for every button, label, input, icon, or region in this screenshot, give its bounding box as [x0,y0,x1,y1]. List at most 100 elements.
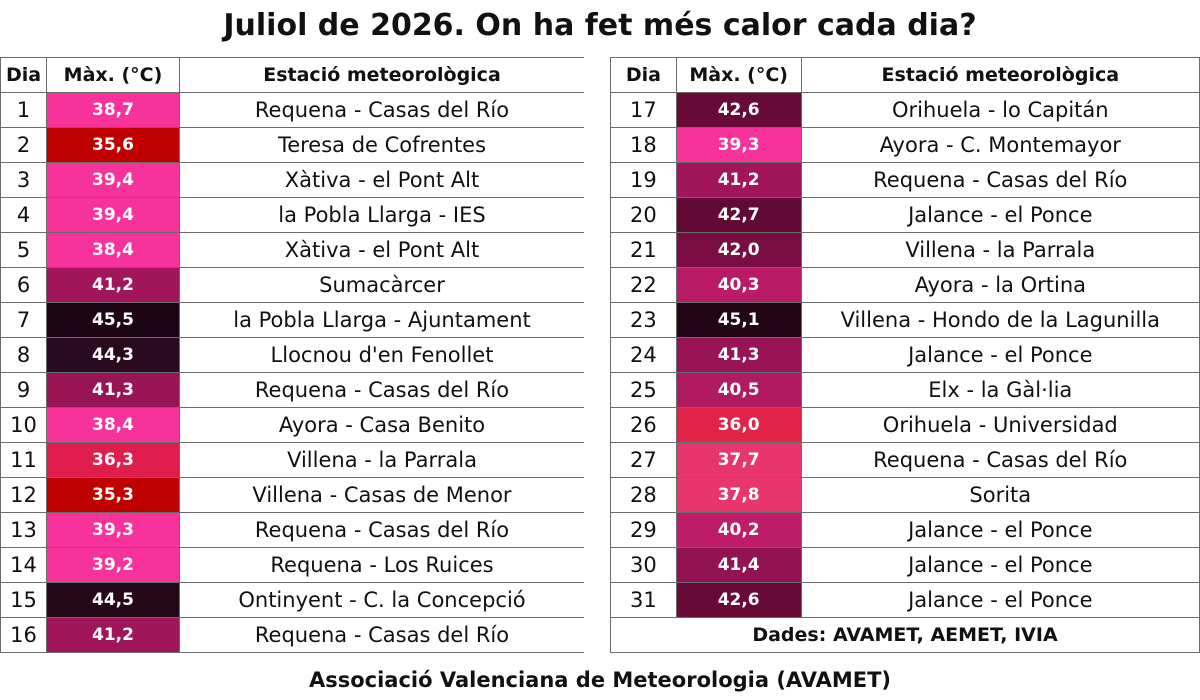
table-row: 2 35,6 Teresa de Cofrentes [0,127,585,163]
station-cell: la Pobla Llarga - Ajuntament [179,302,585,338]
table-row: 1 38,7 Requena - Casas del Río [0,92,585,128]
station-cell: Elx - la Gàl·lia [800,372,1200,408]
max-temp-cell: 44,3 [46,337,180,373]
day-cell: 22 [610,267,677,303]
day-cell: 6 [0,267,47,303]
day-cell: 28 [610,477,677,513]
day-cell: 20 [610,197,677,233]
station-cell: Jalance - el Ponce [800,512,1200,548]
station-cell: Teresa de Cofrentes [179,127,585,163]
header-day: Dia [0,57,47,93]
max-temp-cell: 42,6 [675,582,802,618]
max-temp-cell: 39,2 [46,547,180,583]
station-cell: Requena - Casas del Río [800,162,1200,198]
table-row: 28 37,8 Sorita [610,477,1200,513]
table-row: 23 45,1 Villena - Hondo de la Lagunilla [610,302,1200,338]
max-temp-cell: 36,0 [675,407,802,443]
max-temp-cell: 38,4 [46,232,180,268]
max-temp-cell: 41,2 [46,267,180,303]
station-cell: Xàtiva - el Pont Alt [179,162,585,198]
table-row: 11 36,3 Villena - la Parrala [0,442,585,478]
day-cell: 30 [610,547,677,583]
max-temp-cell: 40,3 [675,267,802,303]
day-cell: 11 [0,442,47,478]
header-station: Estació meteorològica [800,57,1200,93]
table-header-row: Dia Màx. (°C) Estació meteorològica [610,57,1200,93]
day-cell: 25 [610,372,677,408]
day-cell: 15 [0,582,47,618]
table-row: 15 44,5 Ontinyent - C. la Concepció [0,582,585,618]
max-temp-cell: 41,2 [46,617,180,653]
table-row: 30 41,4 Jalance - el Ponce [610,547,1200,583]
max-temp-cell: 35,6 [46,127,180,163]
table-row: 6 41,2 Sumacàrcer [0,267,585,303]
max-temp-cell: 42,6 [675,92,802,128]
max-temp-cell: 45,5 [46,302,180,338]
day-cell: 2 [0,127,47,163]
day-cell: 14 [0,547,47,583]
day-cell: 9 [0,372,47,408]
max-temp-cell: 35,3 [46,477,180,513]
table-row: 10 38,4 Ayora - Casa Benito [0,407,585,443]
header-station: Estació meteorològica [179,57,585,93]
station-cell: Llocnou d'en Fenollet [179,337,585,373]
max-temp-cell: 38,4 [46,407,180,443]
sources-note: Dades: AVAMET, AEMET, IVIA [610,617,1200,653]
max-temp-cell: 45,1 [675,302,802,338]
station-cell: Villena - Hondo de la Lagunilla [800,302,1200,338]
table-row: 29 40,2 Jalance - el Ponce [610,512,1200,548]
max-temp-cell: 44,5 [46,582,180,618]
day-cell: 23 [610,302,677,338]
table-row: 26 36,0 Orihuela - Universidad [610,407,1200,443]
station-cell: Requena - Casas del Río [179,512,585,548]
table-row: 4 39,4 la Pobla Llarga - IES [0,197,585,233]
day-cell: 19 [610,162,677,198]
day-cell: 10 [0,407,47,443]
station-cell: Jalance - el Ponce [800,547,1200,583]
max-temp-cell: 42,7 [675,197,802,233]
station-cell: Requena - Casas del Río [800,442,1200,478]
max-temp-cell: 39,4 [46,162,180,198]
day-cell: 5 [0,232,47,268]
station-cell: Villena - Casas de Menor [179,477,585,513]
max-temp-cell: 36,3 [46,442,180,478]
station-cell: Ayora - Casa Benito [179,407,585,443]
max-temp-cell: 41,3 [46,372,180,408]
station-cell: Villena - la Parrala [179,442,585,478]
station-cell: Xàtiva - el Pont Alt [179,232,585,268]
station-cell: Ayora - C. Montemayor [800,127,1200,163]
max-temp-cell: 41,4 [675,547,802,583]
table-row: 8 44,3 Llocnou d'en Fenollet [0,337,585,373]
table-row: 13 39,3 Requena - Casas del Río [0,512,585,548]
station-cell: Villena - la Parrala [800,232,1200,268]
station-cell: Sorita [800,477,1200,513]
station-cell: Ayora - la Ortina [800,267,1200,303]
table-row: 22 40,3 Ayora - la Ortina [610,267,1200,303]
table-row: 17 42,6 Orihuela - lo Capitán [610,92,1200,128]
station-cell: Jalance - el Ponce [800,337,1200,373]
station-cell: Orihuela - lo Capitán [800,92,1200,128]
day-cell: 26 [610,407,677,443]
day-cell: 24 [610,337,677,373]
station-cell: Ontinyent - C. la Concepció [179,582,585,618]
day-cell: 17 [610,92,677,128]
table-row: 5 38,4 Xàtiva - el Pont Alt [0,232,585,268]
table-row: 3 39,4 Xàtiva - el Pont Alt [0,162,585,198]
table-row: 16 41,2 Requena - Casas del Río [0,617,585,653]
day-cell: 16 [0,617,47,653]
day-cell: 12 [0,477,47,513]
day-cell: 1 [0,92,47,128]
max-temp-cell: 38,7 [46,92,180,128]
station-cell: Jalance - el Ponce [800,197,1200,233]
table-row: 19 41,2 Requena - Casas del Río [610,162,1200,198]
table-header-row: Dia Màx. (°C) Estació meteorològica [0,57,585,93]
max-temp-cell: 39,4 [46,197,180,233]
station-cell: Requena - Casas del Río [179,92,585,128]
station-cell: Orihuela - Universidad [800,407,1200,443]
header-max-temp: Màx. (°C) [675,57,802,93]
station-cell: Requena - Casas del Río [179,617,585,653]
station-cell: Sumacàrcer [179,267,585,303]
table-row: 7 45,5 la Pobla Llarga - Ajuntament [0,302,585,338]
header-day: Dia [610,57,677,93]
day-cell: 27 [610,442,677,478]
